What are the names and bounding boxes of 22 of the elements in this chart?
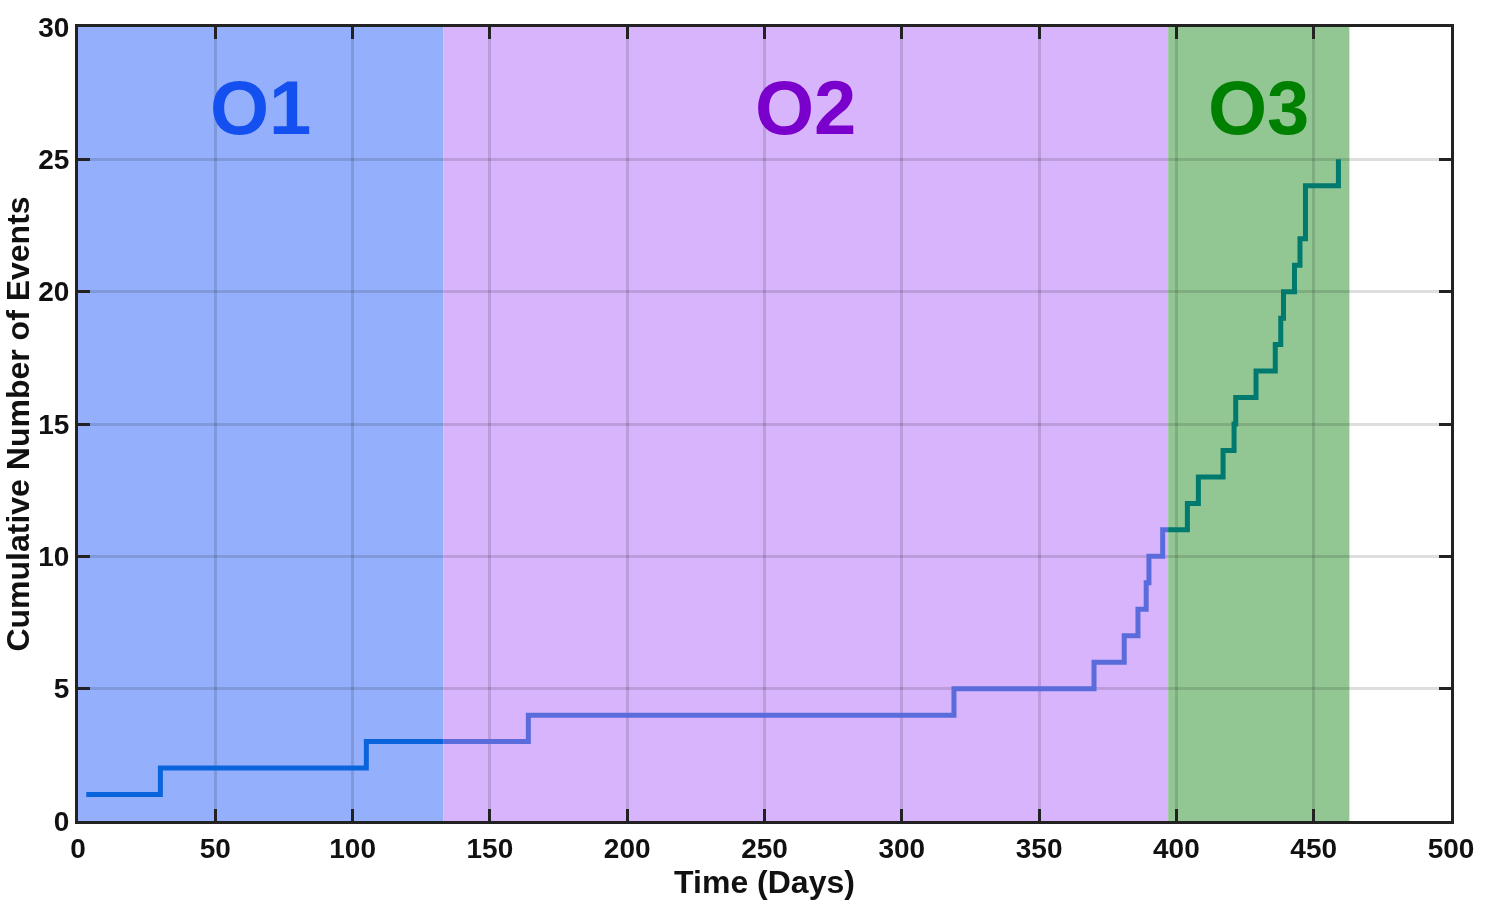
- x-tick-label: 50: [199, 832, 231, 864]
- y-tick-label: 30: [38, 11, 70, 43]
- band-label: O1: [210, 65, 312, 150]
- x-tick-label: 500: [1427, 832, 1475, 864]
- x-tick-label: 200: [603, 832, 651, 864]
- y-tick-label: 5: [53, 673, 70, 705]
- band-label: O3: [1208, 65, 1310, 150]
- y-tick-label: 25: [38, 144, 70, 176]
- x-tick-label: 300: [878, 832, 926, 864]
- band-label: O2: [755, 65, 857, 150]
- y-tick-label: 20: [38, 276, 70, 308]
- x-tick-label: 100: [329, 832, 376, 864]
- x-tick-label: 400: [1153, 832, 1200, 864]
- y-tick-label: 15: [38, 408, 70, 440]
- x-tick-label: 350: [1015, 832, 1063, 864]
- x-tick-label: 450: [1290, 832, 1338, 864]
- x-axis-title: Time (Days): [674, 863, 855, 900]
- y-tick-label: 10: [38, 541, 70, 573]
- x-tick-label: 250: [741, 832, 788, 864]
- y-axis-title: Cumulative Number of Events: [0, 196, 36, 652]
- y-tick-label: 0: [53, 805, 70, 837]
- x-tick-label: 150: [466, 832, 514, 864]
